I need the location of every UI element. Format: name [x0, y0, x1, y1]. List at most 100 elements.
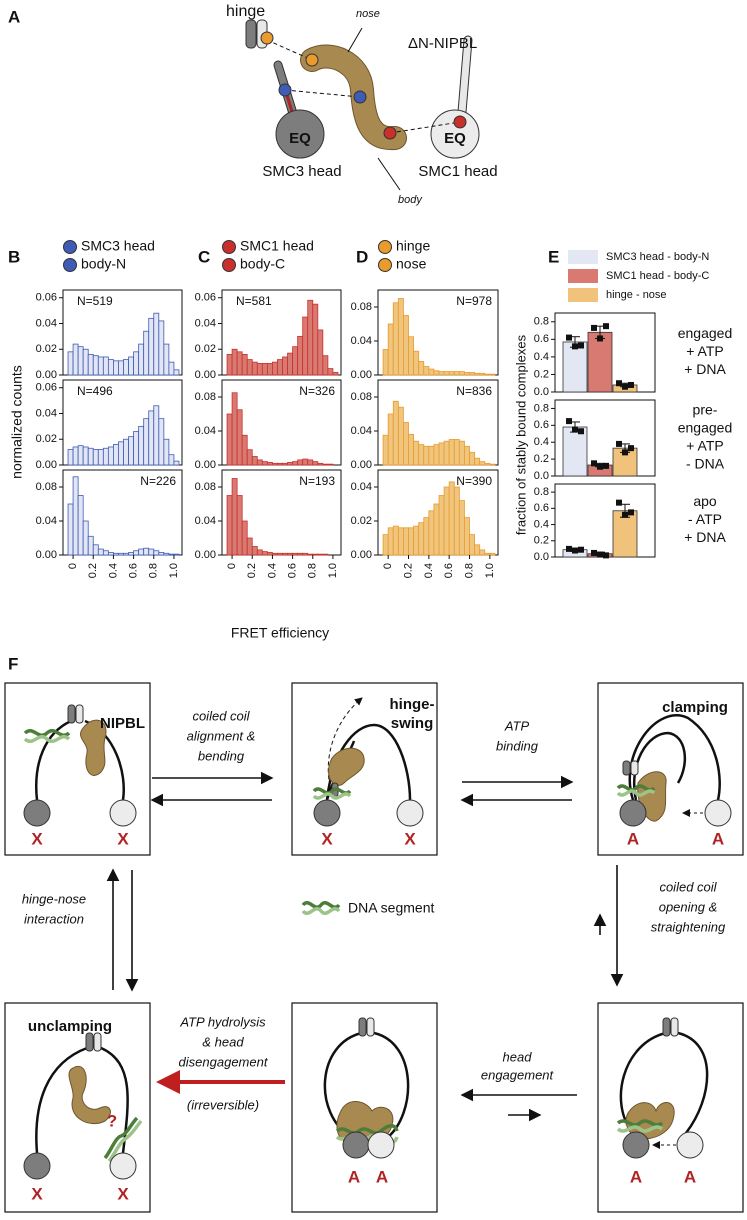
- shape-g: [323, 1017, 410, 1159]
- head-label: A: [630, 1167, 642, 1186]
- histogram-bar: [474, 457, 481, 466]
- shape-line: [458, 36, 472, 116]
- histogram-bar: [322, 355, 329, 376]
- histogram-bar: [413, 440, 420, 466]
- legend-marker: [378, 240, 392, 254]
- shape-path: [335, 1124, 399, 1135]
- histogram-bar: [226, 495, 233, 556]
- histogram-bar: [231, 478, 238, 556]
- shape-rect: [85, 1032, 94, 1052]
- x-tick-label: 1.0: [484, 563, 496, 578]
- histogram-bar: [153, 312, 160, 376]
- x-tick-label: 0.2: [402, 563, 414, 578]
- transition-label: (irreversible): [187, 1097, 259, 1112]
- x-tick-label: 0.8: [307, 563, 319, 578]
- histogram-bar: [292, 552, 299, 556]
- shape-rect: [291, 1002, 438, 1213]
- shape-circle: [367, 1131, 395, 1159]
- histogram-bar: [403, 527, 409, 556]
- state-title: swing: [391, 715, 434, 732]
- histogram-bar: [287, 462, 293, 466]
- annotation: N=326: [299, 384, 335, 398]
- legend-label: hinge: [396, 238, 430, 254]
- histogram-bar: [397, 406, 404, 466]
- x-tick-label: 0: [382, 563, 394, 569]
- head-label: A: [348, 1167, 360, 1186]
- annotation: N=836: [456, 384, 492, 398]
- shape-circle: [396, 799, 424, 827]
- histogram-bar: [448, 371, 455, 376]
- shape-circle: [275, 109, 325, 159]
- histogram-bar: [287, 552, 293, 556]
- histogram-bar: [92, 544, 99, 556]
- histogram-bar: [226, 353, 233, 376]
- histogram-bar: [307, 459, 314, 466]
- transition-label: engagement: [481, 1067, 555, 1082]
- data-point: [597, 463, 603, 470]
- head-label: X: [31, 829, 43, 848]
- shape-path: [35, 1046, 129, 1154]
- histogram-bar: [474, 544, 481, 556]
- histogram-bar: [277, 462, 283, 466]
- label-eq: EQ: [444, 130, 466, 147]
- data-point: [572, 547, 578, 554]
- histogram-bar: [92, 449, 99, 466]
- histogram-bar: [118, 360, 124, 376]
- transition-label: & head: [202, 1034, 244, 1049]
- histogram-bar: [82, 520, 89, 556]
- data-point: [597, 551, 603, 558]
- y-tick-label: 0.00: [351, 549, 372, 561]
- shape-path: [68, 1065, 111, 1125]
- head-label: X: [117, 829, 129, 848]
- histogram-bar: [408, 527, 414, 556]
- label-protein: ΔN-NIPBL: [408, 35, 477, 52]
- histogram-bar: [236, 351, 243, 376]
- histogram-bar: [322, 463, 329, 466]
- histogram-bar: [458, 500, 465, 556]
- shape-rect: [75, 704, 84, 724]
- histogram-bar: [133, 431, 140, 466]
- y-tick-label: 0.6: [534, 502, 549, 514]
- legend-label: SMC1 head - body-C: [606, 270, 709, 282]
- histogram-bar: [302, 316, 309, 376]
- x-tick-label: 0.6: [127, 563, 139, 578]
- x-tick-label: 0.4: [423, 563, 435, 578]
- histogram-bar: [102, 356, 109, 376]
- y-tick-label: 0.00: [351, 459, 372, 471]
- histogram-bar: [148, 410, 155, 466]
- histogram-bar: [382, 534, 389, 556]
- y-tick-label: 0.08: [195, 481, 216, 493]
- shape-rect: [93, 1032, 102, 1052]
- label-nose: nose: [356, 8, 380, 20]
- histogram-bar: [256, 459, 263, 466]
- diagram-f: [4, 682, 744, 1213]
- y-tick-label: 0.00: [36, 549, 57, 561]
- y-tick-label: 0.4: [534, 518, 549, 530]
- histogram-bar: [408, 433, 414, 466]
- histogram-bar: [118, 441, 124, 466]
- shape-rect: [4, 682, 151, 856]
- histogram-bar: [287, 352, 293, 376]
- x-tick-label: 0.6: [443, 563, 455, 578]
- histogram-bar: [241, 434, 248, 466]
- y-tick-label: 0.4: [534, 436, 549, 448]
- annotation: N=496: [77, 384, 113, 398]
- shape-circle: [383, 126, 397, 140]
- histogram-bar: [272, 552, 278, 556]
- transition-label: hinge-nose: [22, 891, 86, 906]
- shape-circle: [23, 799, 51, 827]
- x-tick-label: 0.2: [87, 563, 99, 578]
- data-point: [591, 549, 597, 556]
- histogram-bar: [403, 315, 409, 376]
- histogram-bar: [297, 552, 304, 556]
- histogram-bar: [443, 440, 450, 466]
- x-tick-label: 0.2: [246, 563, 258, 578]
- histogram-bar: [438, 371, 445, 376]
- label-hinge: hinge: [226, 3, 265, 20]
- histogram-bar: [158, 418, 165, 466]
- y-tick-label: 0.6: [534, 333, 549, 345]
- head-label: A: [684, 1167, 696, 1186]
- histogram-bar: [261, 551, 268, 556]
- label-smc3: SMC3 head: [262, 163, 341, 180]
- histogram-bar: [392, 400, 399, 466]
